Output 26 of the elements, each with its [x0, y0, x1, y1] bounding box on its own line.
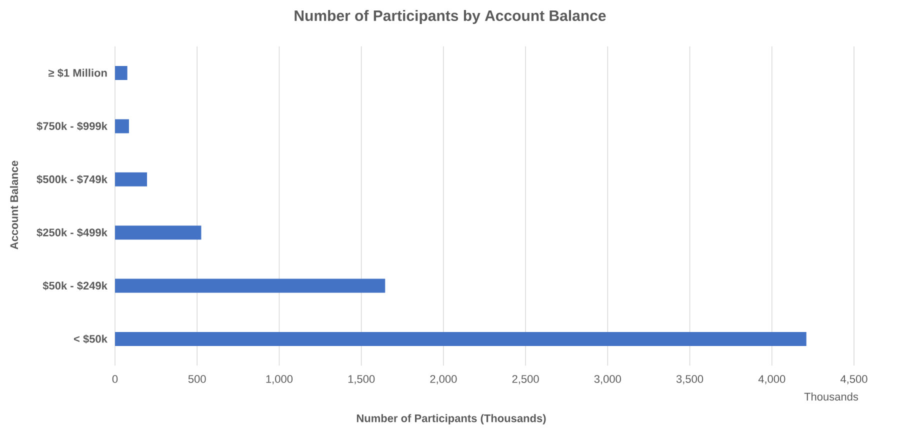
y-axis-title: Account Balance [10, 160, 18, 250]
bar [115, 278, 386, 293]
bar [115, 66, 128, 80]
y-tick-label: $250k - $499k [36, 228, 108, 238]
x-tick-label: 3,500 [676, 375, 704, 384]
x-axis-title: Number of Participants (Thousands) [356, 414, 546, 424]
y-tick-label: ≥ $1 Million [48, 68, 107, 78]
x-tick-label: 1,000 [266, 375, 293, 384]
x-tick-label: 1,500 [348, 375, 375, 384]
bar [115, 332, 806, 346]
y-tick-label: $750k - $999k [36, 122, 108, 131]
y-tick-label: $50k - $249k [42, 281, 108, 290]
x-tick-label: 4,500 [840, 375, 868, 384]
x-tick-label: 3,000 [594, 375, 621, 384]
y-tick-label: < $50k [74, 334, 108, 344]
chart-title: Number of Participants by Account Balance [294, 10, 606, 24]
bar [115, 226, 202, 240]
y-tick-label: $500k - $749k [36, 174, 108, 184]
text: Thousands [804, 392, 858, 401]
x-tick-label: 2,000 [430, 375, 457, 384]
x-tick-label: 2,500 [512, 375, 539, 384]
x-tick-label: 500 [188, 375, 206, 383]
bar [115, 172, 148, 186]
x-tick-label: 4,000 [758, 375, 786, 384]
bar [115, 119, 129, 134]
x-tick-label: 0 [112, 375, 118, 383]
